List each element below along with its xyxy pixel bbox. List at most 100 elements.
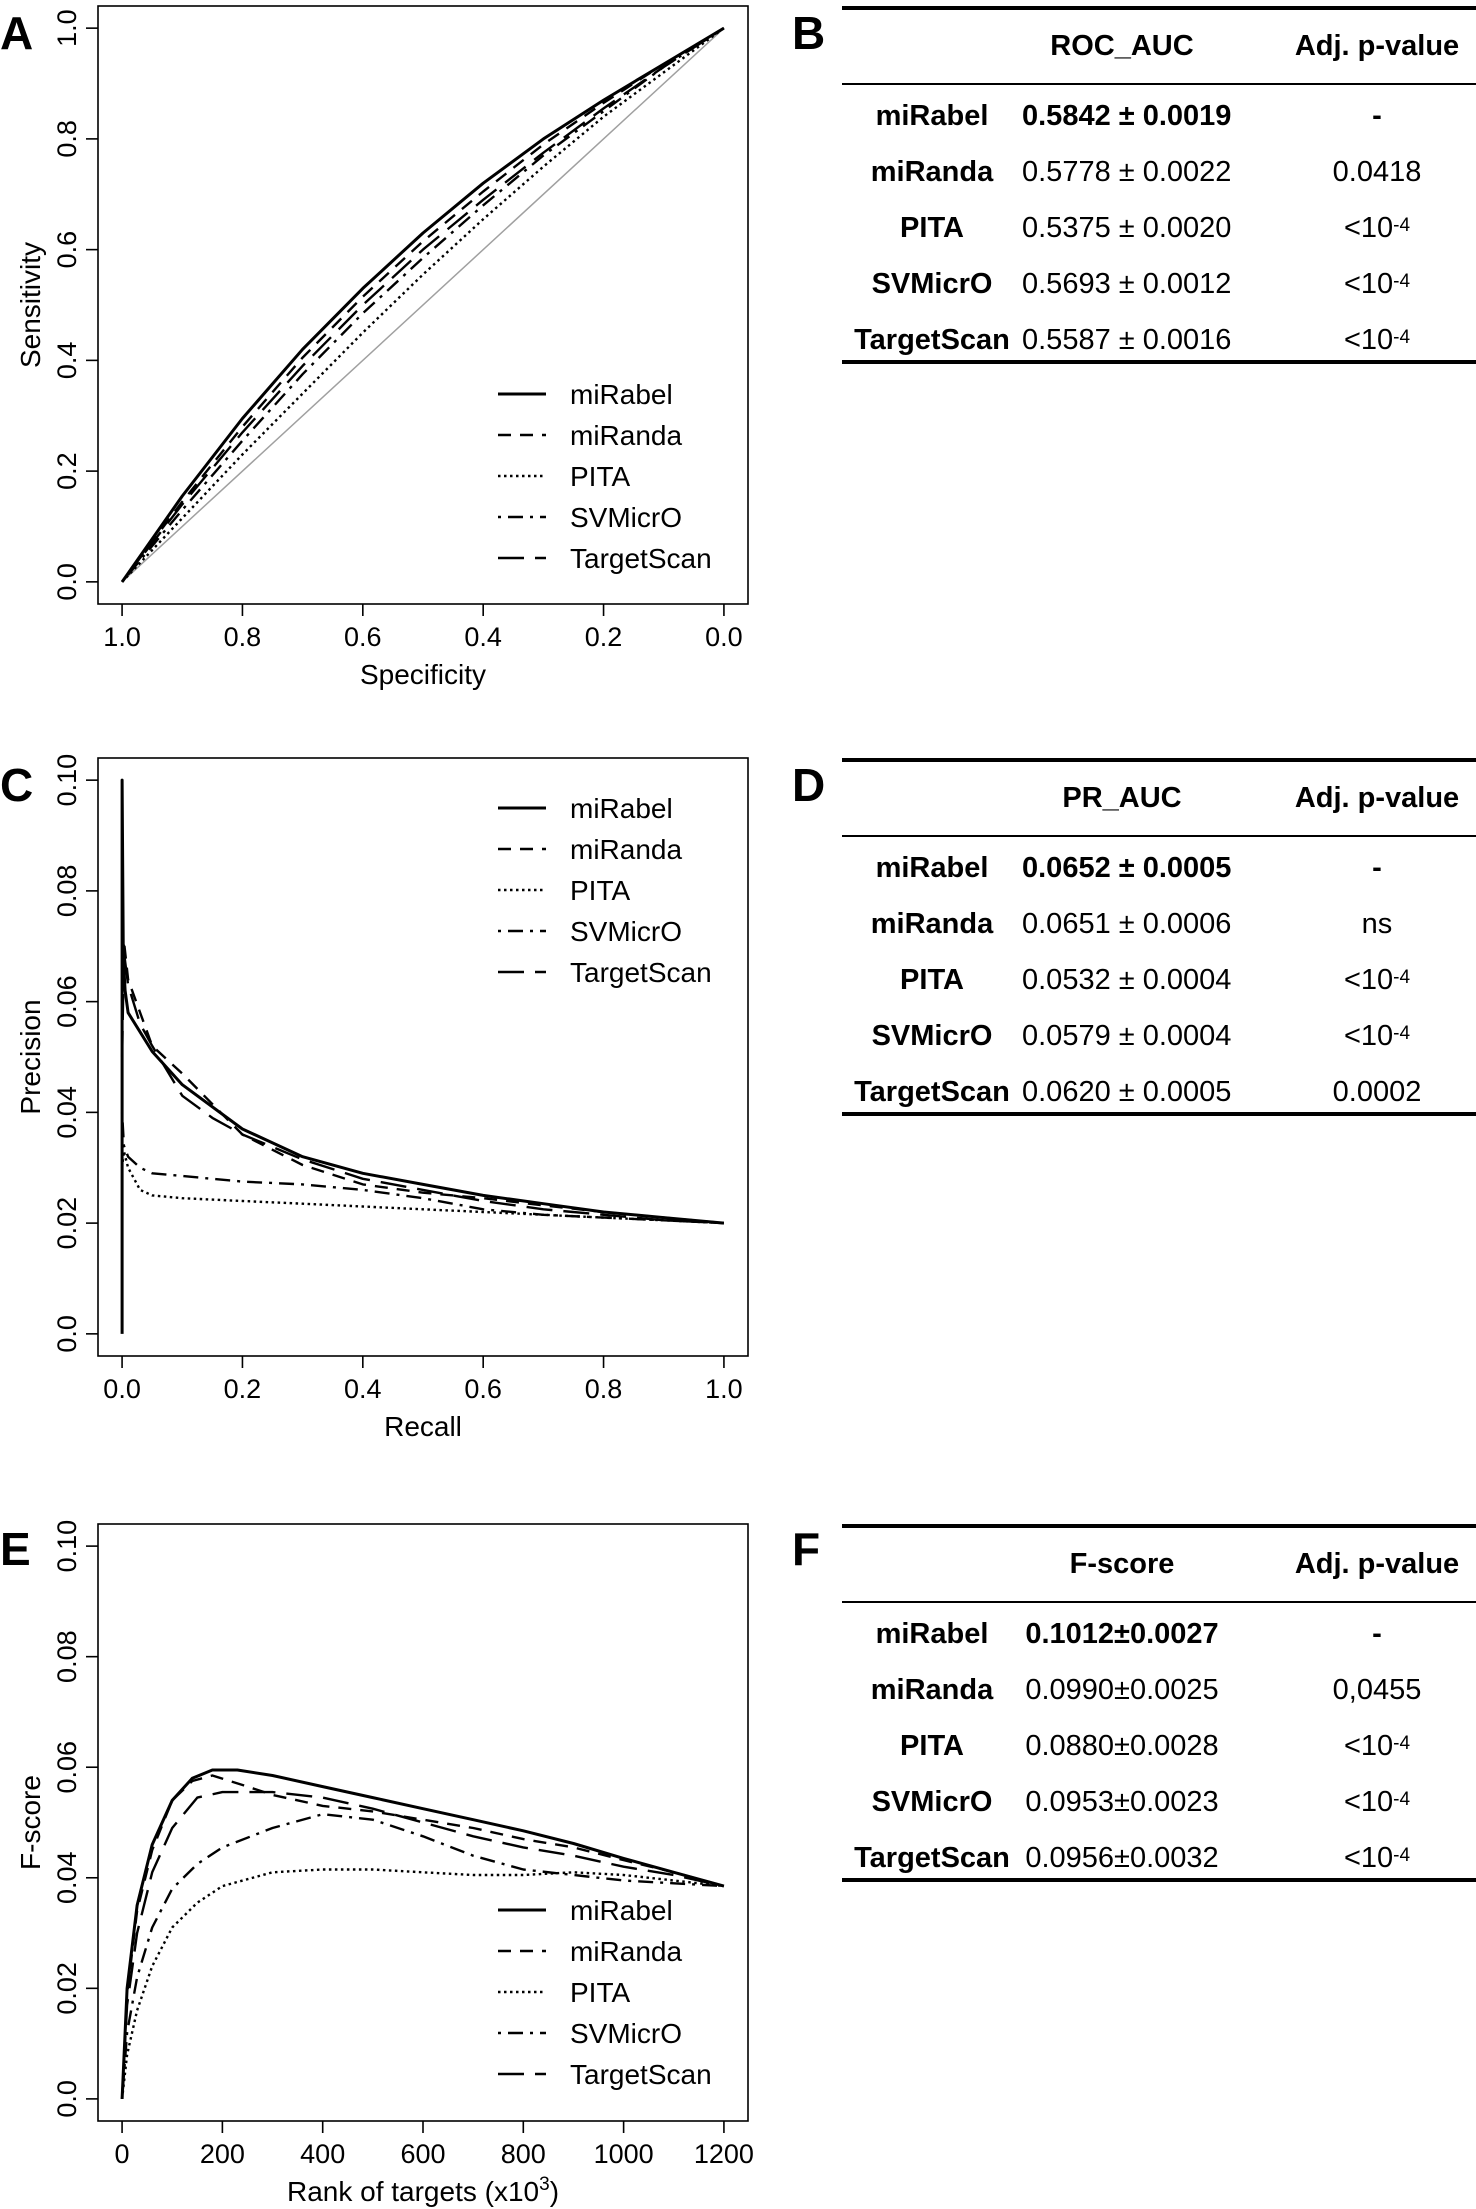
y-tick-label: 0.10 [52, 754, 82, 807]
series-line-pita [120, 1149, 724, 1225]
series-line-mirabel [120, 26, 725, 583]
legend-label-pita: PITA [570, 875, 630, 906]
x-tick-label: 400 [300, 2139, 345, 2169]
legend-label-svmicro: SVMicrO [570, 916, 682, 947]
series-line-miranda [120, 1774, 725, 2099]
table-pvalue: - [1372, 1618, 1382, 1650]
x-tick-label: 0.4 [464, 622, 502, 652]
legend-label-mirabel: miRabel [570, 1895, 673, 1926]
x-tick-label: 0.2 [224, 1374, 262, 1404]
x-tick-label: 0.0 [103, 1374, 141, 1404]
table-top-rule [842, 1524, 1476, 1528]
diagonal-reference-line [121, 27, 725, 583]
panel-label-b: B [792, 7, 826, 59]
x-tick-label: 0.6 [344, 622, 382, 652]
x-axis-label-end: ) [550, 2176, 559, 2207]
series-line-pita [120, 1868, 725, 2100]
table-metric-value: 0.0652 ± 0.0005 [1022, 852, 1232, 884]
table-header-metric: ROC_AUC [1050, 30, 1194, 62]
table-bottom-rule [842, 1878, 1476, 1882]
y-tick-label: 0.04 [52, 1086, 82, 1139]
legend-label-miranda: miRanda [570, 1936, 682, 1967]
table-top-rule [842, 758, 1476, 762]
legend-label-targetscan: TargetScan [570, 2059, 712, 2090]
pr-auc-table: PR_AUC Adj. p-value miRabel 0.0652 ± 0.00… [842, 758, 1476, 1118]
table-metric-value: 0.5842 ± 0.0019 [1022, 100, 1232, 132]
series-line-targetscan [120, 950, 724, 1225]
y-tick-label: 0.2 [52, 452, 82, 490]
x-tick-label: 800 [501, 2139, 546, 2169]
table-bottom-rule [842, 1112, 1476, 1116]
table-pvalue: <10-4 [1343, 1020, 1411, 1052]
table-header-pvalue: Adj. p-value [1294, 782, 1460, 814]
table-pvalue: <10-4 [1343, 268, 1411, 300]
table-pvalue: <10-4 [1343, 212, 1411, 244]
table-pvalue: 0.0418 [1332, 156, 1422, 188]
plot-frame [97, 5, 749, 605]
table-header-pvalue: Adj. p-value [1294, 30, 1460, 62]
table-method-name: PITA [900, 212, 964, 244]
x-tick-label: 0.8 [585, 1374, 623, 1404]
table-method-name: miRabel [875, 852, 989, 884]
x-tick-label: 0.6 [464, 1374, 502, 1404]
legend-label-mirabel: miRabel [570, 379, 673, 410]
table-pvalue-exponent: -4 [1393, 1023, 1411, 1044]
table-bottom-rule [842, 360, 1476, 364]
y-tick-label: 0.0 [52, 2080, 82, 2118]
legend-label-miranda: miRanda [570, 420, 682, 451]
table-metric-value: 0.0880±0.0028 [1025, 1730, 1219, 1762]
x-tick-label: 1000 [594, 2139, 654, 2169]
table-method-name: miRanda [870, 908, 994, 940]
table-method-name: TargetScan [854, 1842, 1010, 1874]
series-line-pita [121, 27, 725, 583]
x-tick-label: 0.8 [224, 622, 262, 652]
table-metric-value: 0.0579 ± 0.0004 [1022, 1020, 1232, 1052]
table-pvalue: <10-4 [1343, 1786, 1411, 1818]
series-line-targetscan [120, 1790, 725, 2099]
x-tick-label: 1.0 [705, 1374, 743, 1404]
table-metric-value: 0.0956±0.0032 [1025, 1842, 1219, 1874]
table-method-name: PITA [900, 964, 964, 996]
x-tick-label: 600 [400, 2139, 445, 2169]
chart-legend: miRabel miRanda PITA SVMicrO TargetScan [498, 793, 712, 988]
table-pvalue-exponent: -4 [1393, 1733, 1411, 1754]
table-header-rule [842, 835, 1476, 837]
x-axis-label: Rank of targets (x103) [287, 2174, 559, 2207]
table-method-name: TargetScan [854, 324, 1010, 356]
legend-label-svmicro: SVMicrO [570, 502, 682, 533]
table-method-name: TargetScan [854, 1076, 1010, 1108]
x-axis-label: Specificity [360, 659, 486, 690]
legend-label-svmicro: SVMicrO [570, 2018, 682, 2049]
panel-label-e: E [0, 1523, 31, 1575]
series-line-miranda [120, 939, 725, 1225]
table-metric-value: 0.5693 ± 0.0012 [1022, 268, 1232, 300]
panel-label-f: F [792, 1523, 821, 1575]
f-score-table: F-score Adj. p-value miRabel 0.1012±0.002… [842, 1524, 1476, 1884]
table-pvalue: 0,0455 [1332, 1674, 1422, 1706]
y-tick-label: 0.6 [52, 231, 82, 269]
table-metric-value: 0.1012±0.0027 [1025, 1618, 1219, 1650]
table-pvalue: <10-4 [1343, 324, 1411, 356]
table-header-metric: F-score [1069, 1548, 1175, 1580]
table-pvalue: 0.0002 [1332, 1076, 1422, 1108]
panel-label-c: C [0, 759, 34, 811]
x-tick-label: 200 [200, 2139, 245, 2169]
table-pvalue-exponent: -4 [1393, 271, 1411, 292]
y-tick-label: 0.0 [52, 563, 82, 601]
x-tick-label: 0.0 [705, 622, 743, 652]
table-method-name: miRabel [875, 1618, 989, 1650]
table-metric-value: 0.0651 ± 0.0006 [1022, 908, 1232, 940]
table-method-name: SVMicrO [871, 1020, 993, 1052]
x-tick-label: 1200 [694, 2139, 754, 2169]
table-method-name: miRanda [870, 1674, 994, 1706]
series-line-mirabel [120, 1768, 725, 2099]
table-pvalue: ns [1361, 908, 1393, 940]
table-method-name: PITA [900, 1730, 964, 1762]
table-header-metric: PR_AUC [1062, 782, 1182, 814]
table-pvalue: <10-4 [1343, 1730, 1411, 1762]
series-line-miranda [121, 27, 725, 583]
x-axis-label-exponent: 3 [539, 2174, 550, 2195]
y-tick-label: 0.10 [52, 1520, 82, 1573]
y-tick-label: 0.06 [52, 975, 82, 1028]
